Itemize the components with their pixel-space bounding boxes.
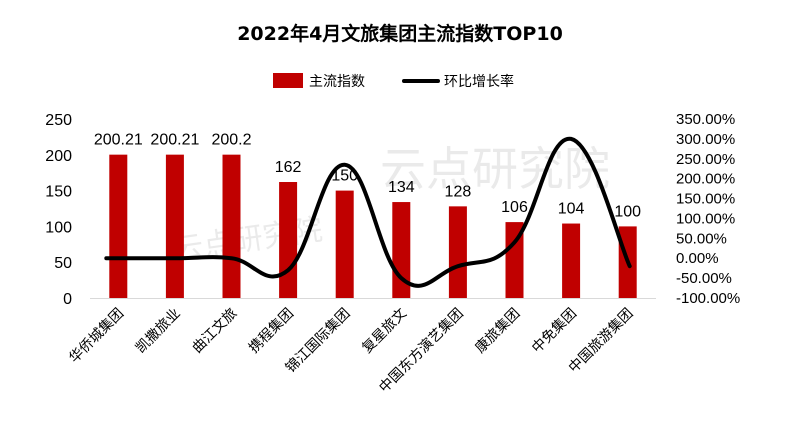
y2-tick-label: 200.00%: [676, 171, 735, 188]
legend-label-line: 环比增长率: [444, 73, 514, 90]
bar-data-label: 100: [614, 203, 641, 220]
x-tick-label: 中免集团: [528, 305, 580, 357]
bar: [335, 190, 354, 298]
bar: [165, 154, 184, 298]
y2-tick-label: 150.00%: [676, 191, 735, 208]
y-tick-label: 100: [45, 219, 72, 236]
legend-swatch-bar: [273, 73, 303, 88]
y-axis-right: -100.00% -50.00% 0.00% 50.00% 100.00% 150.00%…: [676, 111, 740, 307]
bar-data-label: 162: [275, 159, 302, 176]
y2-tick-label: 100.00%: [676, 210, 735, 227]
y2-tick-label: 350.00%: [676, 111, 735, 128]
x-tick-label: 携程集团: [245, 305, 297, 357]
bar-data-label: 200.21: [94, 132, 143, 149]
y-tick-label: 0: [63, 291, 72, 308]
bar-data-label: 200.21: [150, 132, 199, 149]
bar: [222, 154, 241, 298]
x-axis-ticks: 华侨城集团 凯撒旅业 曲江文旅 携程集团锦江国际集团 复星旅文中国东方演艺集团 康旅集团中…: [66, 305, 637, 396]
bar-data-label: 128: [445, 183, 472, 200]
y-tick-label: 150: [45, 184, 72, 201]
bar: [505, 222, 524, 298]
bar: [279, 182, 298, 298]
bar-data-label: 104: [558, 201, 585, 218]
y2-tick-label: -100.00%: [676, 290, 740, 307]
x-tick-label: 复星旅文: [359, 305, 411, 357]
bar-data-label: 150: [331, 168, 358, 185]
x-tick-label: 凯撒旅业: [133, 306, 184, 357]
bar: [109, 154, 128, 298]
watermark-text-large: 云点研究院: [380, 142, 610, 196]
bar: [448, 206, 467, 298]
x-tick-label: 华侨城集团: [66, 305, 128, 367]
y2-tick-label: 50.00%: [676, 230, 727, 247]
y2-tick-label: 300.00%: [676, 131, 735, 148]
x-tick-label: 曲江文旅: [189, 306, 240, 357]
legend: 主流指数 环比增长率: [273, 73, 514, 90]
bar: [562, 223, 581, 298]
bar-data-label: 106: [501, 199, 528, 216]
y-tick-label: 250: [45, 112, 72, 129]
chart-title: 2022年4月文旅集团主流指数TOP10: [237, 22, 563, 45]
y-axis-left: 0 50 100 150 200 250: [45, 112, 72, 308]
legend-label-bar: 主流指数: [309, 74, 365, 90]
growth-rate-line: [104, 136, 632, 288]
y2-tick-label: 0.00%: [676, 250, 719, 267]
bar-data-label: 200.2: [211, 132, 251, 149]
y2-tick-label: -50.00%: [676, 270, 732, 287]
bar-data-label: 134: [388, 179, 415, 196]
y-tick-label: 50: [54, 255, 72, 272]
data-labels: 200.21 200.21 200.2 162 150 134 128 106 104 100: [94, 132, 641, 221]
x-tick-label: 康旅集团: [472, 305, 524, 357]
y2-tick-label: 250.00%: [676, 151, 735, 168]
y-tick-label: 200: [45, 148, 72, 165]
